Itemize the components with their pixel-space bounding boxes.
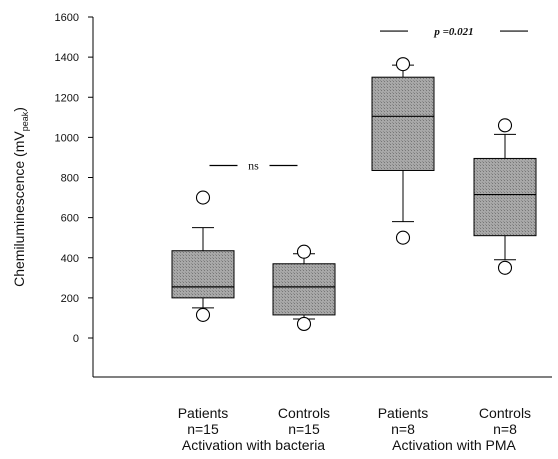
category-n-label: n=15 <box>187 421 219 437</box>
category-label: Controls <box>278 405 330 421</box>
category-label: Patients <box>178 405 229 421</box>
box-iqr <box>371 76 435 171</box>
outlier-point <box>195 190 211 205</box>
y-tick-label: 600 <box>61 213 79 225</box>
y-axis-label: Chemiluminescence (mVpeak) <box>11 107 30 287</box>
outlier-point <box>395 230 411 245</box>
outlier-point <box>395 57 411 72</box>
axes: 0 200 400 600 800 1000 1200 1400 1600 <box>55 12 552 378</box>
y-tick-label: 1600 <box>55 12 79 24</box>
y-tick-label: 800 <box>61 173 79 185</box>
y-axis-label-subscript: peak <box>20 111 30 131</box>
y-axis-label-main: Chemiluminescence (mV <box>11 131 27 287</box>
outlier-point <box>195 307 211 322</box>
y-tick-label: 1400 <box>55 52 79 64</box>
box-4 <box>473 118 537 275</box>
category-label: Patients <box>378 405 429 421</box>
category-n-label: n=8 <box>391 421 415 437</box>
significance-ns: ns <box>209 158 298 172</box>
box-iqr <box>272 263 336 316</box>
box-1 <box>171 190 235 322</box>
outlier-point <box>497 118 513 133</box>
group-label: Activation with bacteria <box>182 437 325 453</box>
y-tick-label: 0 <box>73 333 79 345</box>
box-iqr <box>473 157 537 237</box>
outlier-point <box>296 316 312 332</box>
y-tick-label: 200 <box>61 293 79 305</box>
significance-label: p =0.021 <box>433 26 473 38</box>
y-tick-label: 1200 <box>55 92 79 104</box>
box-iqr <box>171 250 235 299</box>
y-axis-label-close: ) <box>11 107 27 112</box>
category-n-label: n=8 <box>493 421 517 437</box>
outlier-point <box>296 244 312 259</box>
y-tick-label: 1000 <box>55 132 79 144</box>
box-2 <box>272 244 336 332</box>
group-label: Activation with PMA <box>392 437 516 453</box>
significance-p: p =0.021 <box>380 26 528 38</box>
svg-text:Chemiluminescence (mVpeak): Chemiluminescence (mVpeak) <box>11 107 30 287</box>
outlier-point <box>497 260 513 275</box>
category-labels: Patientsn=15Controlsn=15Patientsn=8Contr… <box>178 405 531 453</box>
chart-marks: ns p =0.021 <box>171 26 537 332</box>
significance-label: ns <box>248 158 259 172</box>
category-n-label: n=15 <box>288 421 320 437</box>
y-tick-label: 400 <box>61 253 79 265</box>
box-3 <box>371 57 435 245</box>
category-label: Controls <box>479 405 531 421</box>
